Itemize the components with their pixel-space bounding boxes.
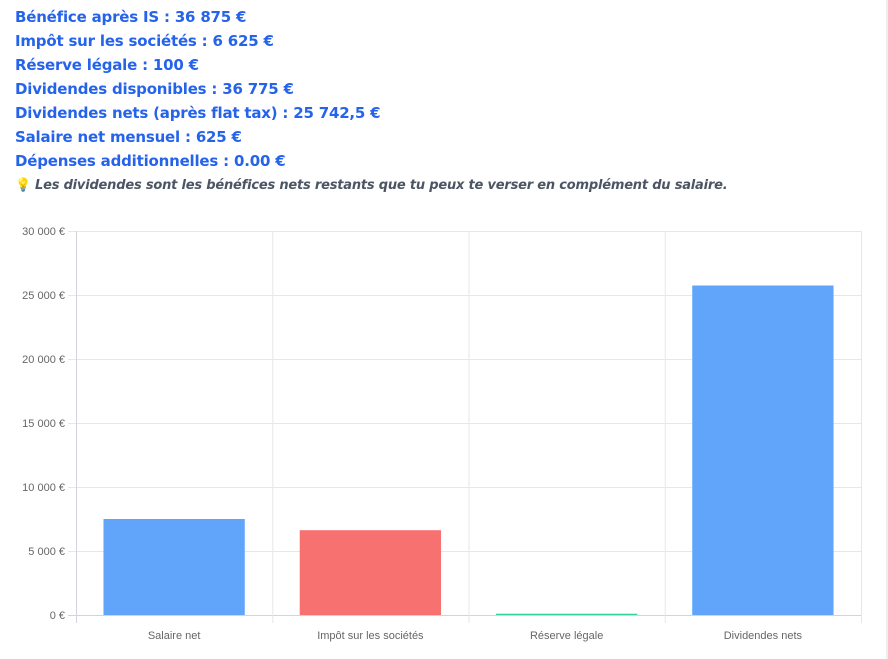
legal-reserve-line: Réserve légale : 100 €	[15, 56, 199, 74]
profit-after-tax-line: Bénéfice après IS : 36 875 €	[15, 8, 247, 26]
page-right-border	[886, 0, 888, 659]
bar-chart-svg: 0 € 5 000 € 10 000 € 15 000 € 20 000 € 25 000…	[22, 226, 862, 642]
y-tick-label: 5 000 €	[28, 546, 65, 558]
bar-4	[692, 285, 834, 615]
y-tick-label: 15 000 €	[22, 418, 65, 430]
lightbulb-icon: 💡	[15, 178, 31, 193]
x-tick-label: Réserve légale	[530, 630, 603, 642]
y-tick-label: 25 000 €	[22, 290, 65, 302]
dividends-note-text: Les dividendes sont les bénéfices nets r…	[35, 178, 728, 193]
x-tick-label: Salaire net	[148, 630, 201, 642]
bar-1	[103, 519, 245, 615]
additional-expenses-line: Dépenses additionnelles : 0.00 €	[15, 152, 286, 170]
y-tick-label: 30 000 €	[22, 226, 65, 238]
x-tick-label: Impôt sur les sociétés	[317, 630, 424, 642]
y-tick-label: 20 000 €	[22, 354, 65, 366]
available-dividends-line: Dividendes disponibles : 36 775 €	[15, 80, 294, 98]
x-tick-label: Dividendes nets	[724, 630, 803, 642]
bar-chart: 0 € 5 000 € 10 000 € 15 000 € 20 000 € 25 000…	[0, 212, 888, 652]
y-tick-label: 10 000 €	[22, 482, 65, 494]
summary-panel: Bénéfice après IS : 36 875 € Impôt sur l…	[15, 5, 875, 199]
bar-2	[299, 530, 442, 615]
y-tick-label: 0 €	[50, 610, 65, 622]
corporate-tax-line: Impôt sur les sociétés : 6 625 €	[15, 32, 274, 50]
net-dividends-line: Dividendes nets (après flat tax) : 25 74…	[15, 104, 381, 122]
bar-3	[495, 613, 638, 615]
monthly-net-salary-line: Salaire net mensuel : 625 €	[15, 128, 242, 146]
dividends-note: 💡 Les dividendes sont les bénéfices nets …	[15, 173, 875, 199]
